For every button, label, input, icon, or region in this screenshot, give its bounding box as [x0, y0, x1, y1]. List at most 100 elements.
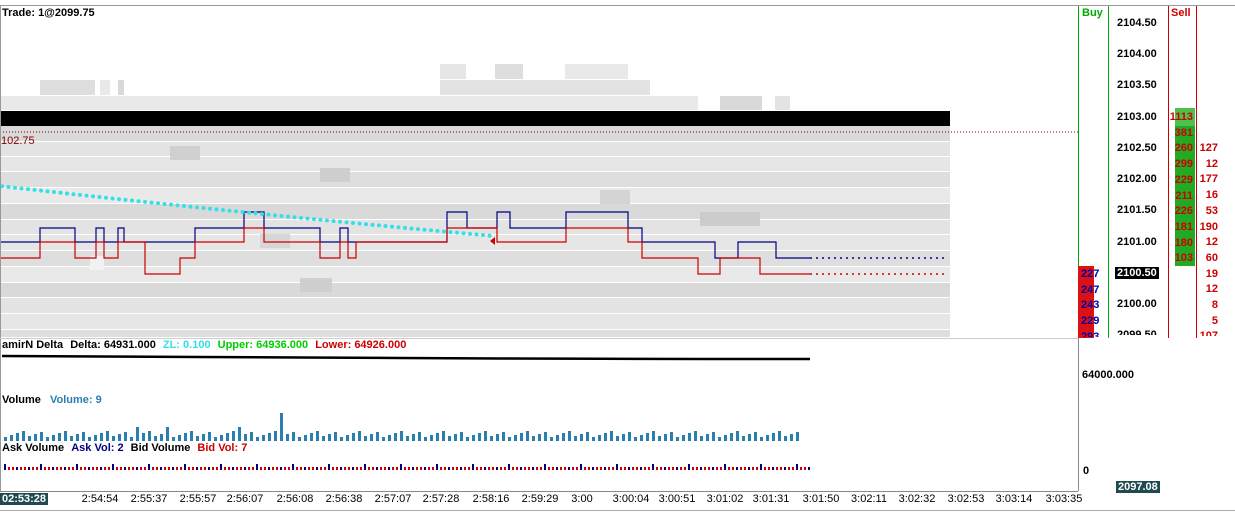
- askbid-bar: [168, 467, 170, 470]
- askbid-bar: [660, 467, 662, 470]
- volume-bar: [514, 435, 517, 441]
- time-tick: 3:01:02: [706, 493, 744, 505]
- sell-value: 180: [1174, 236, 1193, 249]
- heatmap-cell: [0, 330, 950, 337]
- askbid-bar: [540, 467, 542, 470]
- askbid-bar: [616, 464, 618, 470]
- side-value: 12: [1205, 157, 1218, 170]
- askbid-bar: [248, 467, 250, 470]
- volume-bar: [484, 431, 487, 441]
- askbid-bar: [320, 467, 322, 470]
- askbid-bar: [236, 467, 238, 470]
- volume-bar: [700, 436, 703, 441]
- volume-bar: [772, 433, 775, 441]
- askbid-chart[interactable]: [0, 460, 1078, 474]
- askbid-bar: [752, 467, 754, 470]
- volume-bar: [766, 435, 769, 441]
- askbid-bar: [480, 467, 482, 470]
- sell-value: 226: [1174, 205, 1193, 218]
- heatmap-cell: [90, 256, 104, 270]
- askbid-bar: [212, 467, 214, 470]
- trend-dot: [409, 226, 414, 231]
- askbid-bar: [220, 464, 222, 470]
- volume-bar: [184, 433, 187, 441]
- volume-value: Volume: 9: [49, 394, 102, 406]
- time-axis-border: [0, 491, 1078, 492]
- time-tick: 3:00: [571, 493, 593, 505]
- askbid-bar: [152, 467, 154, 470]
- cursor-time-box: 02:53:28: [0, 493, 49, 505]
- askbid-bar: [680, 467, 682, 470]
- volume-bar: [424, 437, 427, 441]
- sell-values: 1113 381 260 299 229 211 226 181 180 103: [1168, 6, 1195, 338]
- time-tick: 2:56:07: [226, 493, 264, 505]
- trend-dot: [260, 212, 264, 217]
- time-tick: 3:02:32: [898, 493, 936, 505]
- askbid-bar: [308, 467, 310, 470]
- zl-value: ZL: 0.100: [162, 339, 211, 351]
- trend-dot: [383, 224, 388, 229]
- side-value: 12: [1205, 283, 1218, 296]
- volume-bar: [472, 435, 475, 441]
- heatmap-cell: [0, 126, 950, 141]
- askbid-axis-label: 0: [1083, 465, 1090, 477]
- volume-bar: [382, 437, 385, 441]
- askbid-bar: [232, 467, 234, 470]
- volume-bar: [172, 437, 175, 441]
- heatmap-cell: [565, 64, 628, 79]
- volume-bar: [268, 433, 271, 441]
- buy-value: 229: [1081, 315, 1100, 328]
- volume-bar: [4, 437, 7, 441]
- sell-value: 103: [1174, 252, 1193, 265]
- volume-bar: [166, 427, 169, 441]
- askbid-bar: [200, 467, 202, 470]
- volume-bar: [712, 432, 715, 441]
- askbid-bar: [284, 467, 286, 470]
- askbid-bar: [208, 467, 210, 470]
- askbid-bar: [192, 467, 194, 470]
- askbid-bar: [716, 467, 718, 470]
- volume-bar: [592, 437, 595, 441]
- buy-volume-bar: [1078, 266, 1094, 338]
- askbid-bar: [576, 467, 578, 470]
- volume-bar: [406, 436, 409, 441]
- delta-chart[interactable]: [0, 350, 1078, 370]
- volume-bar: [10, 435, 13, 441]
- askbid-bar: [444, 467, 446, 470]
- askbid-bar: [404, 467, 406, 470]
- corner-value-box: 2097.08: [1116, 481, 1160, 493]
- askbid-bar: [620, 467, 622, 470]
- volume-bar: [52, 435, 55, 441]
- askbid-bar: [732, 467, 734, 470]
- price-chart[interactable]: [0, 6, 1078, 338]
- volume-bar: [250, 432, 253, 441]
- volume-bar: [124, 432, 127, 441]
- askbid-bar: [380, 467, 382, 470]
- askbid-bar: [312, 467, 314, 470]
- askbid-bar: [500, 467, 502, 470]
- askbid-bar: [584, 467, 586, 470]
- volume-chart[interactable]: [0, 405, 1078, 441]
- time-tick: 2:57:28: [422, 493, 460, 505]
- time-axis[interactable]: 2:54:54 2:55:37 2:55:57 2:56:07 2:56:08 2:56:…: [0, 492, 1100, 508]
- trend-dot: [169, 202, 173, 207]
- volume-bar: [448, 436, 451, 441]
- side-value: 190: [1199, 220, 1218, 233]
- volume-bar: [796, 432, 799, 441]
- askbid-bar: [68, 467, 70, 470]
- volume-bar: [784, 436, 787, 441]
- askbid-bar: [36, 467, 38, 470]
- time-tick: 2:56:08: [276, 493, 314, 505]
- askbid-bar: [700, 467, 702, 470]
- trend-dot: [364, 222, 368, 227]
- trend-dot: [201, 206, 206, 211]
- volume-bar: [76, 434, 79, 441]
- side-value: 107: [1199, 330, 1218, 337]
- volume-bar: [604, 433, 607, 441]
- volume-bar: [160, 434, 163, 441]
- volume-bar: [490, 436, 493, 441]
- askbid-bar: [644, 467, 646, 470]
- askbid-bar: [736, 467, 738, 470]
- volume-bar: [118, 434, 121, 441]
- askbid-bar: [184, 464, 186, 470]
